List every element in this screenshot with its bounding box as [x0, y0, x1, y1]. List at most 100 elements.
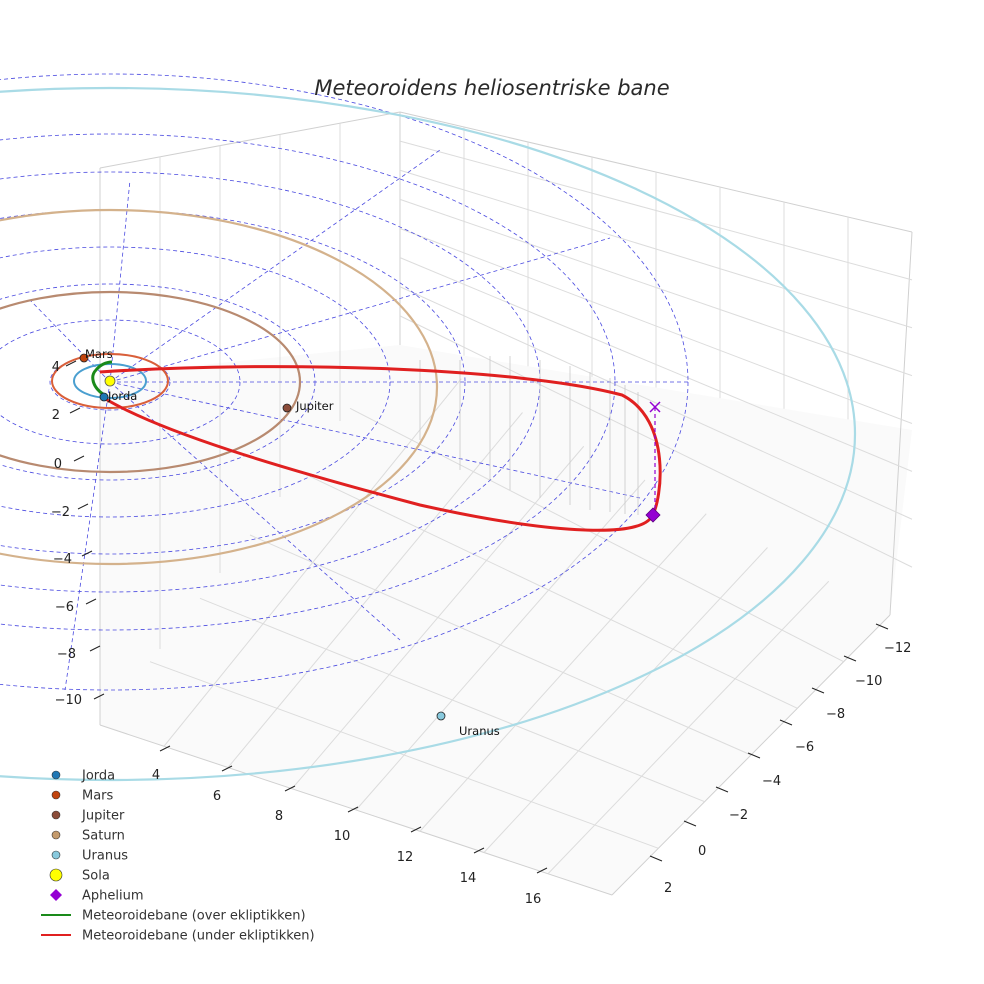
x-tick-label: 12 — [397, 850, 414, 865]
aphelium-projection-x-icon — [649, 401, 661, 413]
y-tick-label: 0 — [698, 844, 706, 859]
ecliptic-ray-3 — [109, 149, 441, 383]
grid-line — [399, 169, 913, 329]
mars-orbit — [51, 353, 169, 409]
legend-item[interactable]: Uranus — [51, 849, 128, 864]
x-tick-mark — [410, 826, 422, 833]
jupiter-orbit — [0, 290, 302, 474]
earth-orbit — [73, 363, 147, 399]
legend-item[interactable]: Sola — [49, 868, 110, 884]
legend-label: Uranus — [82, 849, 128, 864]
z-tick-mark — [65, 360, 77, 367]
earth-marker — [99, 392, 109, 402]
y-tick-label: −8 — [826, 707, 845, 722]
planet-orbits — [0, 87, 856, 781]
y-tick-mark — [649, 855, 663, 862]
legend-symbol — [49, 868, 63, 882]
z-tick-mark — [73, 455, 85, 462]
legend-label: Jorda — [81, 769, 115, 784]
x-tick-label: 14 — [460, 871, 477, 886]
grid-line — [199, 597, 705, 803]
y-tick-mark — [811, 687, 825, 694]
mars-label: Mars — [85, 347, 113, 361]
legend-item[interactable]: Aphelium — [50, 889, 144, 904]
ecliptic-ray-4 — [109, 179, 131, 383]
axes-panes — [99, 111, 913, 896]
y-tick-mark — [875, 623, 889, 630]
legend-label: Aphelium — [82, 889, 144, 904]
earth-label: Jorda — [107, 389, 137, 403]
orbit-above-ecliptic — [91, 360, 113, 398]
legend-symbol — [50, 889, 62, 901]
legend-label: Jupiter — [81, 809, 125, 824]
grid-line — [299, 471, 798, 709]
z-tick-mark — [93, 693, 105, 700]
legend-item[interactable]: Jorda — [51, 769, 115, 784]
grid-line — [399, 140, 913, 281]
saturn-orbit — [0, 208, 439, 566]
legend-item[interactable]: Mars — [51, 789, 114, 804]
grid-line — [399, 286, 913, 520]
ecliptic-ray-2 — [109, 237, 611, 383]
grid-line — [249, 534, 752, 756]
y-tick-label: −2 — [729, 808, 748, 823]
z-tick-label: 2 — [52, 408, 60, 423]
bodies: Jorda Mars Jupiter Uranus — [79, 347, 500, 738]
y-tick-label: −4 — [762, 774, 781, 789]
y-tick-mark — [747, 752, 761, 759]
x-tick-label: 16 — [525, 892, 542, 907]
uranus-marker — [436, 711, 446, 721]
z-tick-label: −2 — [51, 505, 70, 520]
x-tick-label: 10 — [334, 829, 351, 844]
z-tick-mark — [85, 598, 97, 605]
grid-line — [399, 198, 913, 377]
legend-label: Mars — [82, 789, 114, 804]
z-tick-label: −10 — [55, 693, 82, 708]
legend-item[interactable]: Meteoroidebane (under ekliptikken) — [41, 929, 315, 944]
y-tick-mark — [843, 655, 857, 662]
x-tick-mark — [347, 806, 359, 813]
legend-symbol — [51, 770, 61, 780]
x-axis-ticks: 4 6 8 10 12 14 16 — [152, 745, 548, 907]
y-tick-label: 2 — [664, 881, 672, 896]
x-tick-mark — [284, 785, 296, 792]
legend-item[interactable]: Meteoroidebane (over ekliptikken) — [41, 909, 306, 924]
mars-marker — [79, 353, 89, 363]
grid-line — [349, 407, 844, 663]
z-tick-mark — [69, 407, 81, 414]
ecliptic-ring-5 — [0, 209, 466, 555]
legend-symbol — [51, 830, 61, 840]
grid-line — [399, 228, 913, 424]
y-tick-label: −6 — [795, 740, 814, 755]
legend-label: Meteoroidebane (under ekliptikken) — [82, 929, 315, 944]
legend-label: Sola — [82, 869, 110, 884]
legend-symbol — [51, 810, 61, 820]
z-tick-label: 4 — [52, 360, 60, 375]
z-tick-label: −8 — [57, 647, 76, 662]
x-tick-mark — [221, 765, 233, 772]
box-edge-right — [889, 231, 913, 616]
x-tick-mark — [473, 847, 485, 854]
projection-drop-lines — [419, 356, 639, 515]
box-edge-top-back — [99, 111, 401, 169]
x-tick-label: 8 — [275, 809, 283, 824]
legend-item[interactable]: Saturn — [51, 829, 125, 844]
z-tick-mark — [77, 503, 89, 510]
x-tick-label: 4 — [152, 768, 160, 783]
x-tick-mark — [159, 745, 171, 752]
z-tick-mark — [89, 645, 101, 652]
z-tick-label: −4 — [53, 552, 72, 567]
legend-label: Meteoroidebane (over ekliptikken) — [82, 909, 306, 924]
y-axis-ticks: −12 −10 −8 −6 −4 −2 0 2 — [649, 623, 911, 896]
back-pane — [100, 345, 912, 895]
chart-title: Meteoroidens heliosentriske bane — [314, 76, 669, 100]
grid-line — [149, 661, 659, 849]
legend-item[interactable]: Jupiter — [51, 809, 125, 824]
uranus-label: Uranus — [459, 724, 500, 738]
jupiter-label: Jupiter — [295, 399, 334, 413]
y-tick-label: −12 — [884, 641, 911, 656]
legend: Jorda Mars Jupiter Saturn Uranus Sola Aphelium… — [41, 769, 315, 944]
ecliptic-ray-6 — [64, 381, 111, 691]
jupiter-marker — [282, 403, 292, 413]
